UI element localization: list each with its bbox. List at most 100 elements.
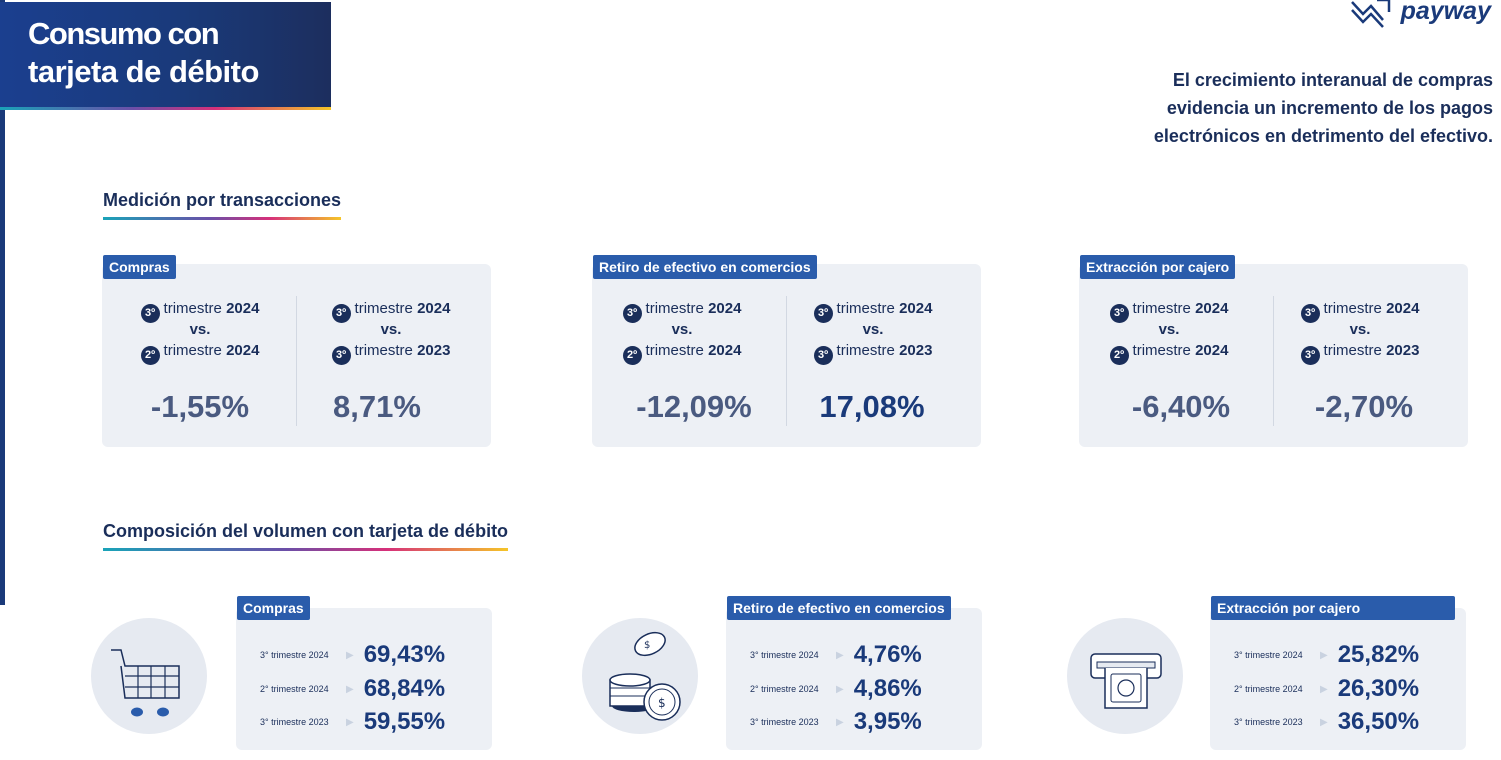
section-title-composicion: Composición del volumen con tarjeta de d… [103,521,509,551]
ordinal-badge: 2º [1109,346,1129,365]
period-label: trimestre [1132,342,1191,359]
share-value: 4,86% [853,675,922,702]
arrow-right-icon: ▶ [346,683,354,695]
comparison-left: 3º trimestre 2024 vs. 2º trimestre 2024 [125,298,275,365]
period-year: 2024 [1195,342,1229,359]
arrow-right-icon: ▶ [836,649,844,661]
card-divider [296,296,297,426]
section-title-transacciones: Medición por transacciones [103,190,342,220]
period-year: 2024 [708,300,742,317]
volume-row: 3° trimestre 2023 ▶ 59,55% [260,707,445,737]
period-year: 2024 [226,300,260,317]
period-label: trimestre [1323,300,1382,317]
volume-row: 2° trimestre 2024 ▶ 4,86% [750,674,922,704]
page-title-line1: Consumo con [28,16,220,51]
vs-label: vs. [862,321,884,338]
share-value: 3,95% [853,708,922,735]
ordinal-badge: 2º [140,346,160,365]
tagline: El crecimiento interanual de compras evi… [1053,66,1493,150]
section-title-underline [103,548,509,551]
period-year: 2024 [708,342,742,359]
period-label: trimestre [163,300,222,317]
vs-label: vs. [1158,321,1180,338]
period-year: 2024 [1195,300,1229,317]
change-value: -6,40% [1131,389,1231,424]
change-value: 17,08% [819,389,925,424]
share-value: 68,84% [363,675,446,702]
period-label: 2° trimestre 2024 [260,684,329,694]
comparison-right: 3º trimestre 2024 vs. 3º trimestre 2023 [1285,298,1435,365]
title-banner: Consumo con tarjeta de débito [0,2,331,110]
share-value: 36,50% [1337,708,1420,735]
comparison-right: 3º trimestre 2024 vs. 3º trimestre 2023 [316,298,466,365]
volume-card-compras: 3° trimestre 2024 ▶ 69,43% 2° trimestre 20… [236,608,492,750]
volume-card-cajero: 3° trimestre 2024 ▶ 25,82% 2° trimestre 20… [1210,608,1466,750]
section-title-underline [103,217,342,220]
period-year: 2023 [1386,342,1420,359]
title-gradient-bar [0,107,331,110]
tagline-line: evidencia un incremento de los pagos [1166,98,1493,118]
period-year: 2023 [899,342,933,359]
comparison-right: 3º trimestre 2024 vs. 3º trimestre 2023 [798,298,948,365]
share-value: 26,30% [1337,675,1420,702]
vs-label: vs. [671,321,693,338]
card-divider [786,296,787,426]
period-label: 2° trimestre 2024 [1234,684,1303,694]
volume-row: 2° trimestre 2024 ▶ 68,84% [260,674,445,704]
volume-row: 3° trimestre 2024 ▶ 25,82% [1234,640,1419,670]
card-tag: Extracción por cajero [1211,596,1455,620]
svg-text:$: $ [644,640,650,651]
coins-icon: $ $ [609,631,681,721]
ordinal-badge: 3º [331,304,351,323]
period-label: trimestre [354,342,413,359]
card-divider [1273,296,1274,426]
period-label: trimestre [836,300,895,317]
card-tag: Compras [103,255,176,279]
arrow-right-icon: ▶ [1320,649,1328,661]
payway-mark-icon [1350,0,1390,28]
comparison-left: 3º trimestre 2024 vs. 2º trimestre 2024 [607,298,757,365]
period-label: trimestre [354,300,413,317]
period-year: 2024 [226,342,260,359]
volume-row: 3° trimestre 2024 ▶ 4,76% [750,640,922,670]
volume-card-retiro: 3° trimestre 2024 ▶ 4,76% 2° trimestre 202… [726,608,982,750]
period-label: 3° trimestre 2023 [1234,717,1303,727]
period-label: trimestre [645,342,704,359]
period-label: 3° trimestre 2023 [260,717,329,727]
ordinal-badge: 3º [1109,304,1129,323]
period-label: trimestre [1323,342,1382,359]
tagline-line: El crecimiento interanual de compras [1172,70,1493,90]
volume-row: 3° trimestre 2023 ▶ 36,50% [1234,707,1419,737]
period-year: 2024 [899,300,933,317]
period-label: 3° trimestre 2024 [260,650,329,660]
period-label: trimestre [645,300,704,317]
page-title-line2: tarjeta de débito [28,54,259,89]
change-value: 8,71% [333,389,421,424]
ordinal-badge: 3º [622,304,642,323]
icon-circle: $ $ [582,618,698,734]
arrow-right-icon: ▶ [1320,683,1328,695]
brand-name: payway [1400,0,1491,25]
section-title-text: Composición del volumen con tarjeta de d… [103,521,509,541]
change-value: -2,70% [1314,389,1414,424]
period-year: 2024 [417,300,451,317]
share-value: 69,43% [363,641,446,668]
ordinal-badge: 3º [140,304,160,323]
vs-label: vs. [1349,321,1371,338]
card-tag: Retiro de efectivo en comercios [593,255,817,279]
section-title-text: Medición por transacciones [103,190,342,210]
vs-label: vs. [189,321,211,338]
ordinal-badge: 3º [331,346,351,365]
period-label: 3° trimestre 2023 [750,717,819,727]
volume-row: 2° trimestre 2024 ▶ 26,30% [1234,674,1419,704]
ordinal-badge: 3º [813,346,833,365]
change-value: -1,55% [150,389,250,424]
period-label: 2° trimestre 2024 [750,684,819,694]
shopping-cart-icon [111,649,180,717]
tagline-line: electrónicos en detrimento del efectivo. [1153,126,1493,146]
ordinal-badge: 2º [622,346,642,365]
period-label: trimestre [836,342,895,359]
arrow-right-icon: ▶ [836,683,844,695]
transaction-card-compras: 3º trimestre 2024 vs. 2º trimestre 2024 -1… [102,264,491,447]
period-label: trimestre [1132,300,1191,317]
